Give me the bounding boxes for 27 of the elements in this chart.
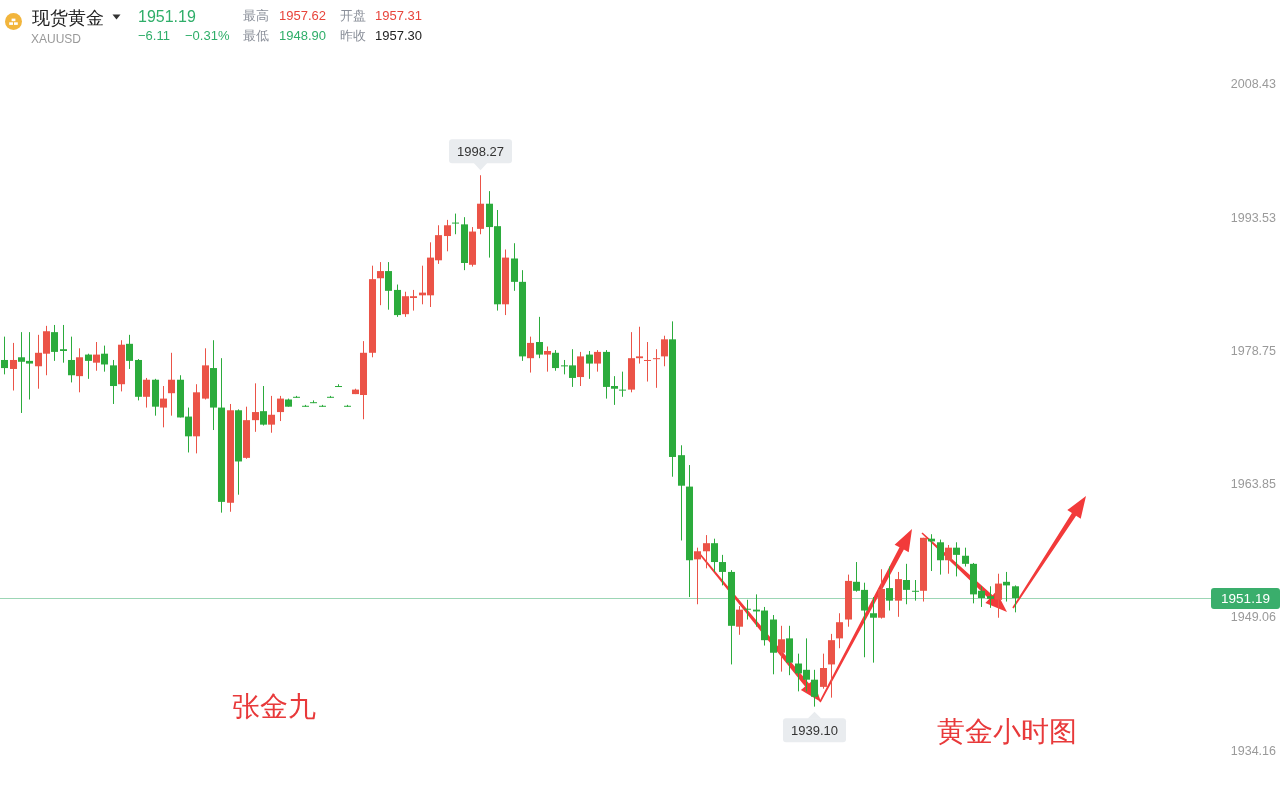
annotation: 1957.30	[375, 27, 422, 43]
annotation: 1957.31	[375, 8, 422, 23]
ref-line-label: 1951.19	[1211, 588, 1280, 609]
annotation: 最高	[243, 8, 269, 23]
annotation: 开盘	[340, 8, 366, 23]
y-tick-label: 1963.85	[1230, 477, 1276, 492]
ref-line-label: 1951.19	[1221, 591, 1270, 606]
y-tick-label: 1949.06	[1230, 610, 1276, 625]
y-tick-label: 1934.16	[1230, 744, 1276, 758]
y-tick-label: 1978.75	[1230, 343, 1276, 358]
annotation: 1948.90	[279, 27, 326, 43]
y-tick-label: 1993.53	[1230, 210, 1276, 225]
annotation: 张金九	[232, 691, 316, 722]
annotation: 1951.19	[138, 8, 196, 25]
annotation: 昨收	[340, 27, 366, 43]
annotation: 1957.62	[279, 8, 326, 23]
y-tick-label: 2008.43	[1230, 77, 1276, 91]
title: 现货黄金	[32, 8, 104, 28]
note: 1939.10	[783, 711, 846, 743]
annotation: 最低	[243, 27, 269, 43]
annotation: 黄金小时图	[937, 716, 1077, 747]
annotation: −6.11	[138, 27, 170, 43]
annotation: 1998.27	[457, 143, 504, 159]
note: 1998.27	[449, 139, 512, 171]
subtitle: XAUUSD	[31, 31, 81, 46]
annotation: 1939.10	[791, 722, 838, 738]
annotation: −0.31%	[185, 27, 230, 43]
